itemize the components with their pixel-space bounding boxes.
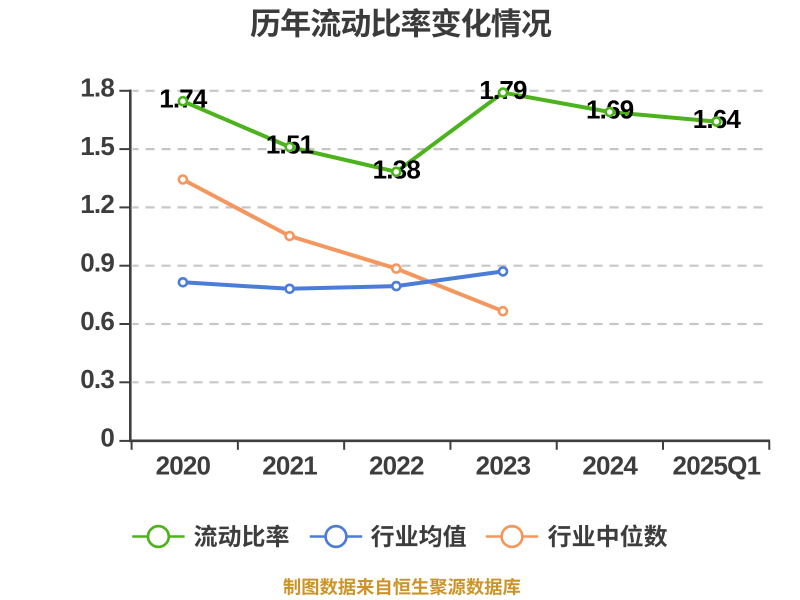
svg-text:0.3: 0.3: [80, 364, 114, 394]
svg-text:0.6: 0.6: [80, 306, 114, 336]
svg-text:0.9: 0.9: [80, 248, 114, 278]
svg-text:2025Q1: 2025Q1: [673, 451, 761, 481]
svg-text:1.5: 1.5: [80, 131, 114, 161]
svg-text:2020: 2020: [156, 451, 211, 481]
svg-text:1.2: 1.2: [80, 189, 114, 219]
svg-text:0: 0: [100, 423, 114, 453]
svg-text:2023: 2023: [476, 451, 531, 481]
svg-text:2022: 2022: [369, 451, 424, 481]
svg-text:1.8: 1.8: [80, 73, 114, 103]
svg-text:2024: 2024: [582, 451, 638, 481]
svg-text:2021: 2021: [262, 451, 317, 481]
